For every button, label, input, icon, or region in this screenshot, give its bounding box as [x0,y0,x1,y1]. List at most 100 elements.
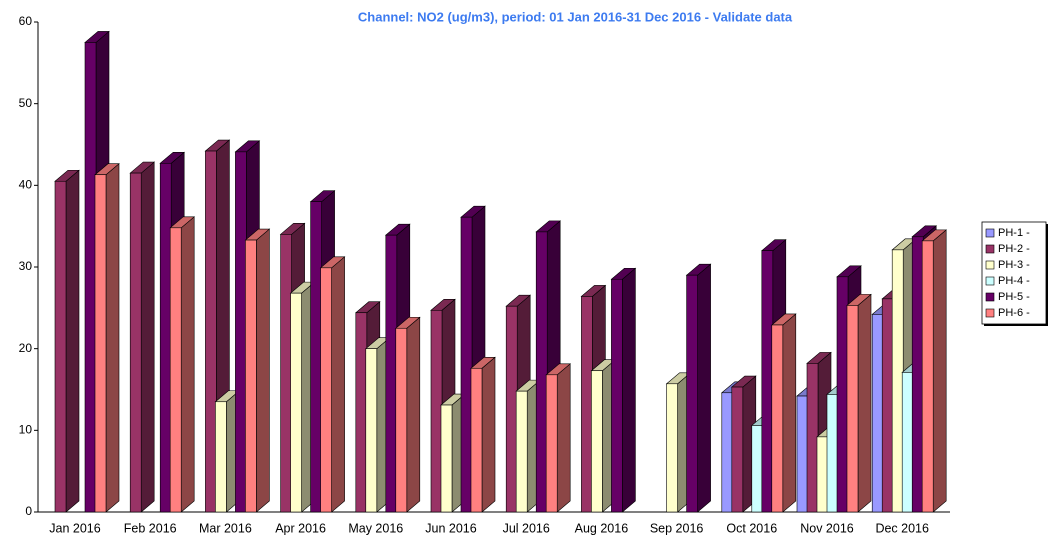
bar-front [611,278,623,513]
bar-side [105,163,120,513]
y-tick-label: 60 [19,14,33,28]
bar-front [290,292,302,513]
x-tick-label: Feb 2016 [124,521,177,535]
legend-swatch [985,276,995,286]
bar [54,169,80,513]
bar-front [460,216,473,513]
bar-front [751,425,764,513]
bar-front [816,436,829,513]
x-tick-label: Oct 2016 [726,521,777,535]
bar [129,161,156,513]
bar-front [921,240,934,513]
y-tick-label: 30 [19,259,33,273]
bar-side [256,228,270,513]
legend-label: PH-3 - [998,259,1030,271]
x-tick-label: Dec 2016 [875,521,929,535]
y-tick-label: 40 [19,178,33,192]
x-tick-label: Nov 2016 [800,521,854,535]
bar [319,256,346,513]
bar-front [215,401,227,513]
bar-front [806,363,819,513]
bar-front [911,236,924,513]
bar-side [556,363,571,513]
bar-front [94,174,107,513]
bar-front [235,151,247,513]
bar-front [901,372,914,513]
bar-front [430,309,443,513]
bar-front [365,348,378,513]
bar-front [826,394,839,513]
bar-front [881,298,894,513]
bar-front [505,305,518,513]
bar-front [245,239,257,513]
x-tick-label: Sep 2016 [650,521,704,535]
bar-front [54,180,67,513]
bar-front [771,324,784,513]
bar [94,163,120,513]
bar-side [857,293,872,513]
bar [169,216,196,513]
bar-front [686,274,698,513]
x-tick-label: Apr 2016 [275,521,326,535]
legend-swatch [985,292,995,302]
bar [470,356,496,513]
bar-front [385,234,398,513]
bar-side [622,267,636,513]
bar-side [782,313,797,513]
bar-front [731,386,744,513]
legend-label: PH-4 - [998,275,1030,287]
bar-front [84,42,97,513]
x-tick-label: Mar 2016 [199,521,252,535]
x-tick-label: Jun 2016 [425,521,476,535]
bar-side [331,256,345,513]
legend-box [981,221,1047,325]
chart-title: Channel: NO2 (ug/m3), period: 01 Jan 201… [358,9,793,24]
bar-side [406,316,421,513]
x-tick-label: May 2016 [348,521,403,535]
bar-front [591,370,603,513]
legend-swatch [985,228,995,238]
legend-label: PH-2 - [998,243,1030,255]
bar-side [932,229,947,513]
x-tick-label: Jan 2016 [49,521,100,535]
bar [921,229,948,513]
bar-front [310,201,322,513]
bar-front [871,314,884,513]
legend-label: PH-1 - [998,227,1030,239]
bar [770,313,797,513]
bar-front [581,296,593,513]
legend-swatch [985,308,995,318]
bar-front [470,367,483,513]
bar-front [395,327,408,513]
bar-front [129,172,142,513]
bar [610,267,637,513]
y-tick-label: 20 [19,341,33,355]
legend-swatch [985,260,995,270]
bar-front [205,150,217,513]
bar-front [545,374,558,513]
bar-side [697,263,711,513]
bar-front [515,390,528,513]
bar-front [721,392,734,513]
legend-label: PH-6 - [998,307,1030,319]
y-tick-label: 10 [19,423,33,437]
bar-front [891,249,904,513]
bar-front [355,312,368,513]
bar-front [836,276,849,513]
bar-side [140,161,155,513]
bar-front [159,162,172,513]
bar-side [481,356,496,513]
legend-swatch [985,244,995,254]
bar-front [761,250,774,513]
bar-front [320,267,332,513]
bar [846,293,872,513]
bar-front [666,383,678,513]
bar-side [65,169,80,513]
bar-front [440,404,453,513]
bar-front [846,305,859,513]
legend-label: PH-5 - [998,291,1030,303]
bar-front [169,227,182,513]
bar [545,363,572,513]
x-tick-label: Jul 2016 [503,521,550,535]
